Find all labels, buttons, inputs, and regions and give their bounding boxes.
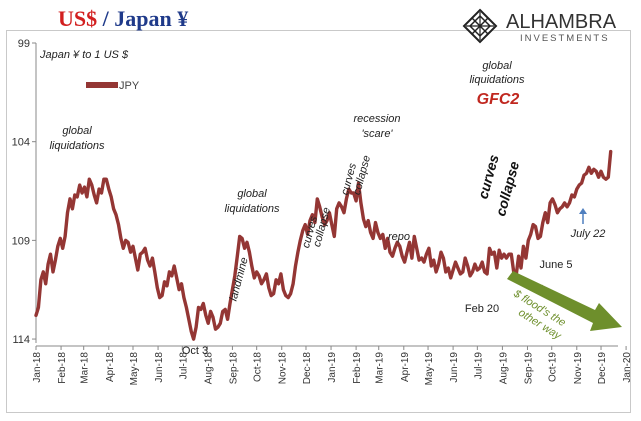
x-tick-label: Dec-19 xyxy=(597,352,608,385)
logo-subtitle: INVESTMENTS xyxy=(520,33,610,44)
x-tick-label: May-19 xyxy=(424,352,435,386)
y-tick-label: 104 xyxy=(12,137,30,149)
x-tick-label: Apr-19 xyxy=(400,352,411,382)
annotation-label: global xyxy=(62,125,92,137)
x-tick-label: Nov-18 xyxy=(278,352,289,385)
title-separator: / xyxy=(97,6,115,31)
x-tick-label: Jan-20 xyxy=(622,352,633,383)
x-tick-label: Feb-19 xyxy=(352,352,363,384)
annotation-label: global xyxy=(482,60,512,72)
annotation-label: July 22 xyxy=(570,228,606,240)
annotation-label: GFC2 xyxy=(477,91,520,108)
title-currency-usd: US$ xyxy=(58,6,98,31)
x-tick-label: Mar-18 xyxy=(80,352,91,384)
x-axis: Jan-18 Feb-18 Mar-18 Apr-18 May-18 Jun-18 Jul-… xyxy=(32,345,633,386)
chart-subtitle: Japan ¥ to 1 US $ xyxy=(39,49,129,61)
x-tick-label: Jul-19 xyxy=(473,352,484,380)
page-title: US$ / Japan ¥ xyxy=(58,6,188,32)
x-tick-label: Mar-19 xyxy=(375,352,386,384)
diamond-lattice-icon xyxy=(462,8,498,44)
x-tick-label: Jan-19 xyxy=(327,352,338,383)
green-arrow-icon xyxy=(507,271,622,331)
annotation-label: 'scare' xyxy=(361,128,393,140)
x-tick-label: May-18 xyxy=(129,352,140,386)
x-tick-label: Jul-18 xyxy=(178,352,189,380)
annotation-label: repo xyxy=(388,231,410,243)
y-tick-label: 114 xyxy=(12,334,30,346)
x-tick-label: Jan-18 xyxy=(32,352,43,383)
x-tick-label: Feb-18 xyxy=(57,352,68,384)
x-tick-label: Apr-18 xyxy=(105,352,116,382)
x-tick-label: Sep-19 xyxy=(523,352,534,385)
x-tick-label: Aug-18 xyxy=(203,352,214,385)
x-tick-label: Jun-18 xyxy=(154,352,165,383)
chart-frame xyxy=(6,30,631,413)
x-tick-label: Dec-18 xyxy=(302,352,313,385)
x-tick-label: Aug-19 xyxy=(498,352,509,385)
annotation-label: landmine xyxy=(228,256,251,302)
legend-label: JPY xyxy=(119,80,140,92)
annotation-label: June 5 xyxy=(539,259,572,271)
x-tick-label: Oct-19 xyxy=(548,352,559,382)
y-tick-label: 109 xyxy=(12,235,30,247)
annotation-label: liquidations xyxy=(224,203,280,215)
annotation-label: Feb 20 xyxy=(465,303,499,315)
annotation-label: Oct 3 xyxy=(182,345,208,357)
y-axis: 99 104 109 114 xyxy=(12,38,37,346)
x-tick-label: Jun-19 xyxy=(449,352,460,383)
x-tick-label: Oct-18 xyxy=(253,352,264,382)
x-tick-label: Nov-19 xyxy=(573,352,584,385)
brand-logo: ALHAMBRA INVESTMENTS xyxy=(462,8,617,44)
july-arrow-head xyxy=(579,208,587,214)
y-tick-label: 99 xyxy=(18,38,30,50)
annotation-label: liquidations xyxy=(49,140,105,152)
logo-name: ALHAMBRA xyxy=(506,11,617,33)
legend: JPY xyxy=(86,80,140,92)
annotation-label: liquidations xyxy=(469,74,525,86)
x-tick-label: Sep-18 xyxy=(228,352,239,385)
title-currency-jpy: Japan ¥ xyxy=(114,6,189,31)
annotation-label: recession xyxy=(353,113,400,125)
annotation-label: global xyxy=(237,188,267,200)
